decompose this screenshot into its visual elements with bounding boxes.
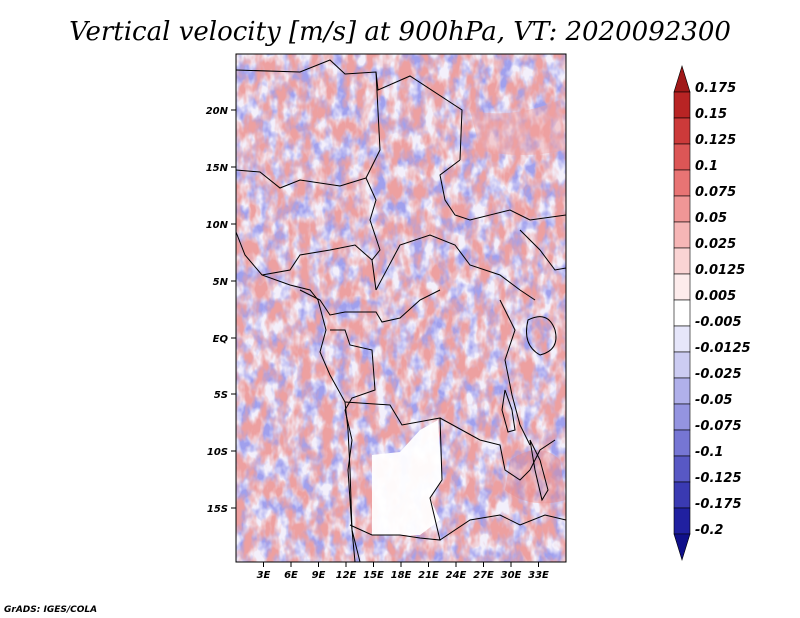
colorbar-segment	[673, 325, 691, 353]
colorbar-segment	[673, 299, 691, 327]
x-tick-label: 21E	[418, 570, 439, 581]
x-tick-label: 3E	[257, 570, 271, 581]
y-tick-label: 15N	[206, 163, 229, 174]
x-tick-label: 18E	[391, 570, 412, 581]
colorbar-label: -0.0125	[695, 341, 751, 356]
colorbar-segment	[673, 455, 691, 483]
colorbar-label: 0.075	[695, 185, 736, 200]
y-tick-label: 20N	[206, 106, 229, 117]
colorbar-label: 0.175	[695, 81, 736, 96]
velocity-field	[236, 54, 566, 562]
colorbar-segment	[673, 351, 691, 379]
x-tick-label: 27E	[473, 570, 494, 581]
y-tick-label: 15S	[207, 504, 228, 515]
colorbar-segment	[673, 64, 691, 93]
colorbar-segment	[673, 169, 691, 197]
x-tick-label: 15E	[363, 570, 384, 581]
y-tick-marks	[231, 109, 236, 509]
colorbar-labels: 0.175 0.15 0.125 0.1 0.075 0.05 0.025 0.…	[695, 81, 751, 538]
colorbar-segment	[673, 273, 691, 301]
colorbar-segment	[673, 481, 691, 509]
map-title: Vertical velocity [m/s] at 900hPa, VT: 2…	[69, 17, 731, 47]
x-tick-label: 6E	[284, 570, 298, 581]
colorbar-segment	[673, 117, 691, 145]
colorbar	[673, 64, 691, 562]
x-tick-label: 30E	[501, 570, 522, 581]
colorbar-segment	[673, 143, 691, 171]
x-tick-label: 9E	[312, 570, 326, 581]
colorbar-segment	[673, 221, 691, 249]
colorbar-segment	[673, 195, 691, 223]
colorbar-label: -0.125	[695, 471, 742, 486]
colorbar-segment	[673, 403, 691, 431]
colorbar-label: -0.075	[695, 419, 742, 434]
grads-credit: GrADS: IGES/COLA	[4, 605, 97, 615]
colorbar-label: 0.005	[695, 289, 736, 304]
colorbar-segment	[673, 91, 691, 119]
x-tick-label: 12E	[336, 570, 357, 581]
colorbar-label: -0.05	[695, 393, 732, 408]
colorbar-label: 0.125	[695, 133, 736, 148]
colorbar-segment	[673, 247, 691, 275]
coastline	[236, 231, 356, 562]
colorbar-label: -0.175	[695, 497, 742, 512]
colorbar-label: 0.025	[695, 237, 736, 252]
y-tick-label: 10N	[206, 220, 229, 231]
y-tick-label: 5N	[213, 277, 229, 288]
colorbar-label: -0.1	[695, 445, 723, 460]
colorbar-label: 0.1	[695, 159, 718, 174]
y-tick-labels: 20N 15N 10N 5N EQ 5S 10S 15S	[206, 106, 229, 515]
y-tick-label: EQ	[213, 334, 229, 345]
colorbar-label: -0.2	[695, 523, 723, 538]
country-borders	[236, 59, 566, 562]
colorbar-segment	[673, 377, 691, 405]
colorbar-label: 0.05	[695, 211, 727, 226]
x-tick-label: 24E	[446, 570, 467, 581]
colorbar-label: -0.005	[695, 315, 742, 330]
lakes	[501, 316, 557, 502]
colorbar-segment	[673, 533, 691, 562]
colorbar-segment	[673, 507, 691, 535]
y-tick-label: 5S	[214, 390, 228, 401]
colorbar-segment	[673, 429, 691, 457]
y-tick-label: 10S	[207, 447, 228, 458]
colorbar-label: -0.025	[695, 367, 742, 382]
x-tick-label: 33E	[528, 570, 549, 581]
x-tick-labels: 3E 6E 9E 12E 15E 18E 21E 24E 27E 30E 33E	[257, 570, 549, 581]
colorbar-label: 0.15	[695, 107, 727, 122]
colorbar-label: 0.0125	[695, 263, 745, 278]
x-tick-marks	[263, 562, 539, 567]
